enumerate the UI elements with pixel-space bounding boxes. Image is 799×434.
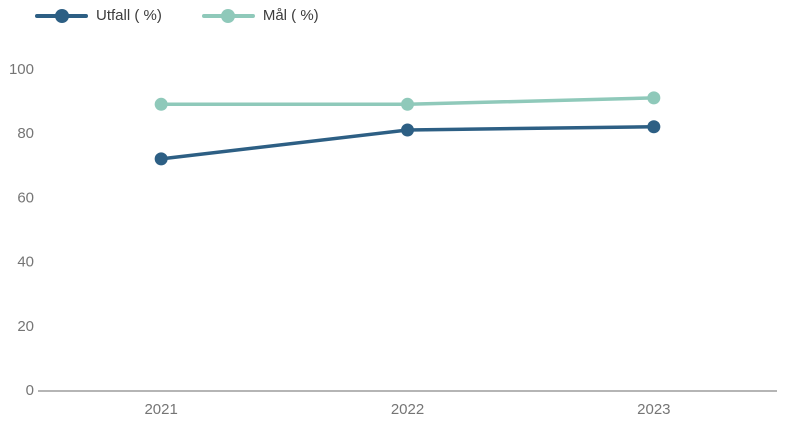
- data-point[interactable]: [154, 97, 168, 111]
- x-tick-label: 2021: [144, 401, 177, 418]
- y-tick-label: 0: [26, 382, 34, 399]
- legend-item-mal[interactable]: Mål ( %): [201, 7, 319, 24]
- y-tick-label: 60: [17, 189, 34, 206]
- legend-item-utfall[interactable]: Utfall ( %): [35, 7, 162, 24]
- legend-label-mal: Mål ( %): [262, 7, 319, 24]
- mal-series-marker-icon: [201, 8, 255, 24]
- utfall-series-marker-icon: [35, 8, 88, 24]
- y-tick-label: 40: [17, 254, 34, 271]
- y-tick-label: 80: [17, 125, 34, 142]
- x-tick-label: 2023: [637, 401, 670, 418]
- data-point[interactable]: [154, 152, 168, 166]
- y-tick-label: 20: [17, 318, 34, 335]
- x-tick-label: 2022: [391, 401, 424, 418]
- data-point[interactable]: [647, 120, 661, 134]
- data-point[interactable]: [647, 91, 661, 105]
- chart-legend: Utfall ( %) Mål ( %): [35, 7, 319, 24]
- data-point[interactable]: [401, 123, 414, 137]
- y-tick-label: 100: [9, 61, 34, 78]
- legend-label-utfall: Utfall ( %): [96, 7, 162, 24]
- data-point[interactable]: [401, 97, 414, 111]
